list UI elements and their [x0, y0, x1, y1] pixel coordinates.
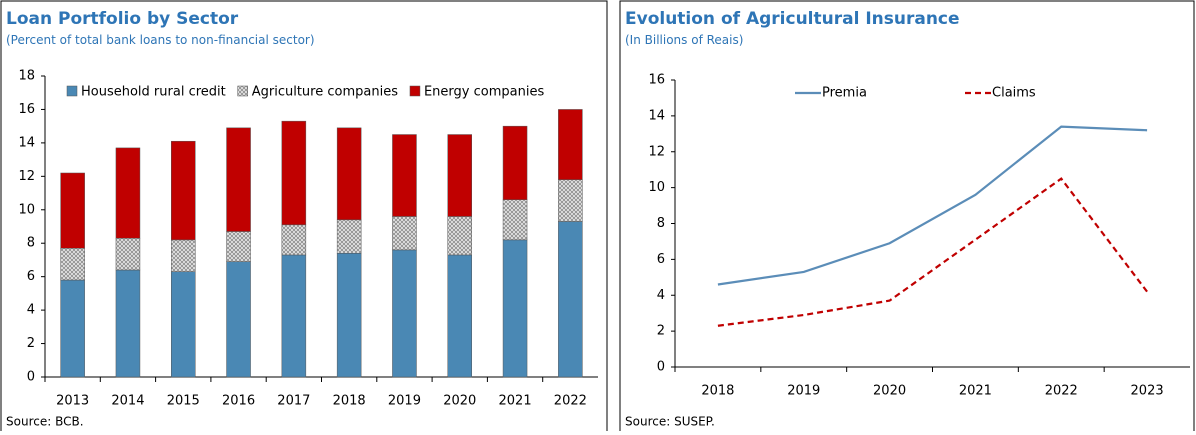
y-tick-label: 14 [18, 135, 35, 150]
y-tick-label: 0 [27, 370, 35, 385]
y-tick-label: 10 [648, 180, 665, 195]
bar-segment [392, 249, 417, 378]
x-tick-label: 2018 [701, 384, 734, 399]
y-tick-label: 4 [27, 303, 35, 318]
bar-segment [171, 239, 196, 272]
y-tick-label: 14 [648, 108, 665, 123]
x-tick-label: 2021 [959, 384, 992, 399]
bar-segment [558, 109, 583, 180]
y-tick-label: 18 [18, 69, 35, 84]
bar-segment [502, 239, 528, 378]
legend-label: Claims [992, 86, 1036, 101]
legend-swatch [409, 85, 421, 97]
y-tick-label: 12 [18, 169, 35, 184]
legend-swatch [66, 85, 78, 97]
y-tick-label: 2 [657, 324, 665, 339]
bar-segment [447, 134, 472, 217]
bar-segment [392, 216, 417, 251]
chart-title: Evolution of Agricultural Insurance [625, 9, 960, 29]
bar-segment [336, 219, 362, 254]
bar-segment [226, 127, 251, 232]
x-tick-label: 2015 [167, 394, 200, 409]
x-tick-label: 2021 [499, 394, 532, 409]
bar-segment [171, 271, 196, 378]
panel-border [0, 0, 608, 435]
source-note: Source: BCB. [6, 415, 84, 429]
panel-border [619, 0, 1195, 435]
bar-segment [60, 172, 85, 249]
bar-segment [226, 261, 251, 378]
y-tick-label: 6 [657, 252, 665, 267]
chart-subtitle: (In Billions of Reais) [625, 33, 743, 47]
x-tick-label: 2022 [1045, 384, 1078, 399]
x-tick-label: 2019 [388, 394, 421, 409]
y-tick-label: 4 [657, 288, 665, 303]
legend-label: Household rural credit [81, 85, 226, 100]
bar-segment [336, 127, 362, 221]
x-tick-label: 2018 [333, 394, 366, 409]
chart-subtitle: (Percent of total bank loans to non-fina… [6, 33, 315, 47]
bar-segment [60, 247, 85, 281]
bar-segment [60, 279, 85, 378]
x-tick-label: 2019 [787, 384, 820, 399]
bar-segment [336, 253, 362, 378]
bar-segment [558, 179, 583, 222]
source-note: Source: SUSEP. [625, 415, 715, 429]
y-tick-label: 6 [27, 269, 35, 284]
bar-segment [281, 254, 307, 378]
x-tick-label: 2023 [1131, 384, 1164, 399]
bar-segment [115, 147, 141, 239]
y-tick-label: 8 [657, 216, 665, 231]
bar-segment [171, 140, 196, 241]
x-tick-label: 2017 [277, 394, 310, 409]
y-tick-label: 16 [648, 73, 665, 88]
x-tick-label: 2016 [222, 394, 255, 409]
x-tick-label: 2013 [56, 394, 89, 409]
bar-segment [392, 134, 417, 217]
bar-segment [447, 254, 472, 378]
bar-segment [502, 125, 528, 200]
x-tick-label: 2020 [443, 394, 476, 409]
y-tick-label: 0 [657, 360, 665, 375]
legend-label: Agriculture companies [252, 85, 398, 100]
x-tick-label: 2014 [111, 394, 144, 409]
y-tick-label: 16 [18, 102, 35, 117]
line-series [717, 125, 1148, 286]
y-tick-label: 10 [18, 202, 35, 217]
chart-title: Loan Portfolio by Sector [6, 9, 239, 29]
bar-segment [115, 237, 141, 271]
x-tick-label: 2020 [873, 384, 906, 399]
y-tick-label: 8 [27, 236, 35, 251]
bar-segment [558, 221, 583, 378]
line-series [717, 177, 1148, 327]
y-tick-label: 12 [648, 144, 665, 159]
bar-segment [281, 224, 307, 256]
bar-segment [281, 120, 307, 226]
y-tick-label: 2 [27, 336, 35, 351]
x-tick-label: 2022 [554, 394, 587, 409]
legend-swatch [237, 85, 248, 97]
legend-label: Premia [822, 86, 867, 101]
bar-segment [447, 216, 472, 256]
bar-segment [226, 231, 251, 262]
bar-segment [115, 269, 141, 378]
legend-label: Energy companies [424, 85, 544, 100]
bar-segment [502, 199, 528, 241]
